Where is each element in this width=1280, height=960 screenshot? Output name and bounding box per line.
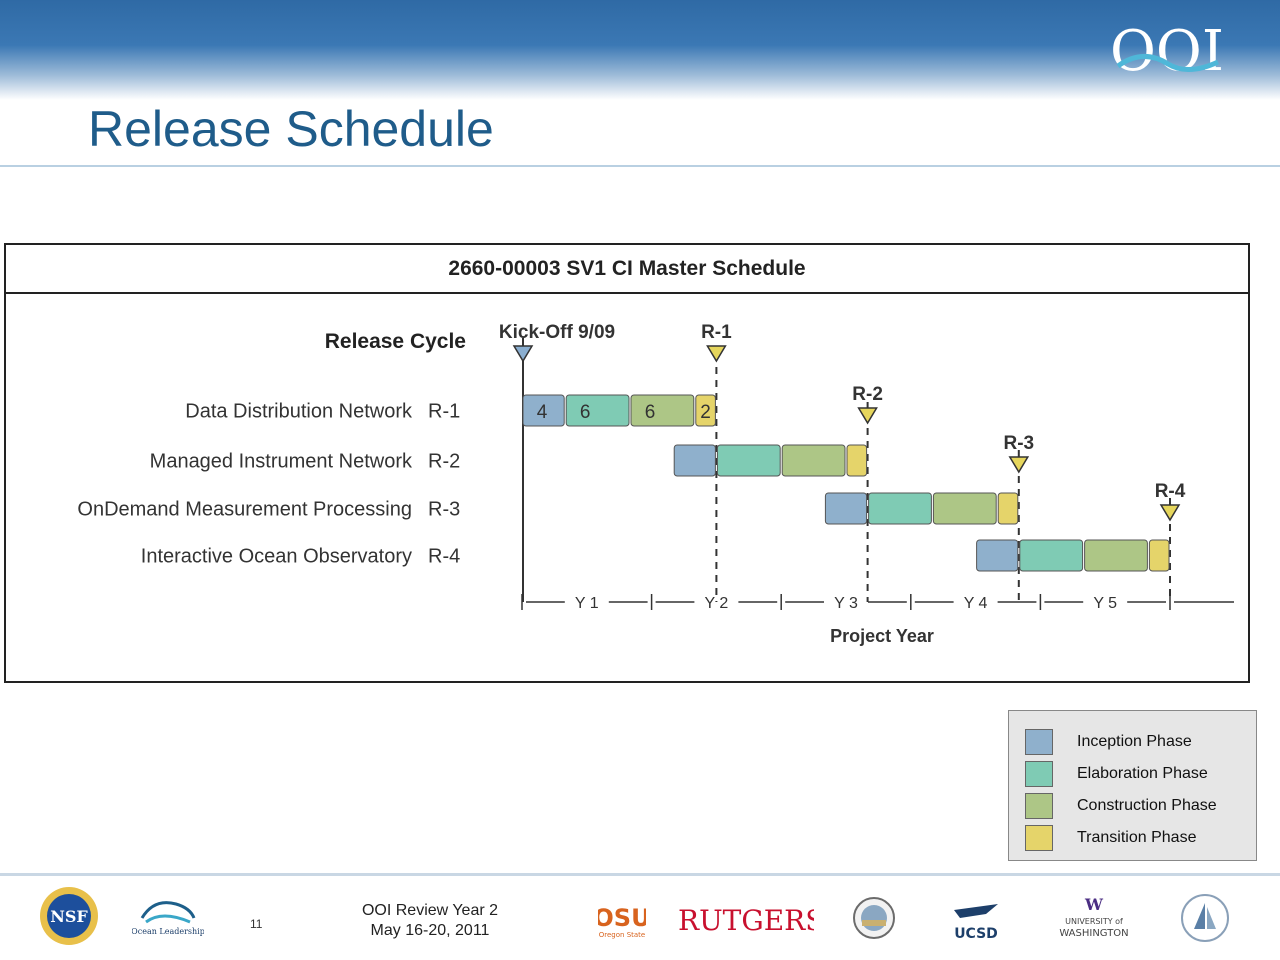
- legend-swatch-elaboration: [1025, 761, 1053, 787]
- svg-text:RUTGERS: RUTGERS: [678, 904, 814, 937]
- year-tick-label: Y 3: [834, 595, 858, 612]
- row-label: Data Distribution Network: [185, 401, 413, 423]
- legend-item-inception: Inception Phase: [1025, 729, 1255, 755]
- phase-bar: [932, 492, 997, 525]
- row-label: Managed Instrument Network: [150, 451, 413, 473]
- milestone-marker: [512, 345, 534, 363]
- svg-text:W: W: [1084, 895, 1104, 914]
- footer-line-1: OOI Review Year 2: [361, 902, 499, 919]
- phase-bar: [1019, 539, 1084, 572]
- legend-label-inception: Inception Phase: [1077, 733, 1192, 750]
- ooi-logo: OOI: [1110, 19, 1224, 84]
- legend-item-transition: Transition Phase: [1025, 825, 1255, 851]
- phase-bar-label: 6: [580, 402, 591, 423]
- phase-bar-label: 4: [537, 402, 548, 423]
- row-label: Interactive Ocean Observatory: [141, 546, 412, 568]
- phase-bar: [716, 444, 781, 477]
- legend-item-construction: Construction Phase: [1025, 793, 1255, 819]
- phase-bar: [1148, 539, 1170, 572]
- svg-text:Oregon State: Oregon State: [599, 931, 645, 939]
- legend-item-elaboration: Elaboration Phase: [1025, 761, 1255, 787]
- slide-title: Release Schedule: [88, 101, 494, 157]
- whoi-logo: [1181, 894, 1229, 942]
- seal-logo: [853, 897, 895, 939]
- footer-caption: OOI Review Year 2 May 16-20, 2011: [340, 901, 520, 941]
- milestone-label: R-2: [852, 384, 883, 405]
- row-release-label: R-2: [428, 451, 460, 473]
- phase-bar: [630, 394, 695, 427]
- row-release-label: R-4: [428, 546, 460, 568]
- milestone-marker: [857, 407, 878, 425]
- page-number: 11: [250, 917, 263, 931]
- rutgers-logo: RUTGERS: [678, 904, 814, 937]
- svg-text:NSF: NSF: [50, 907, 88, 926]
- ucsd-logo: UCSD: [954, 904, 998, 942]
- phase-bar: [1084, 539, 1148, 572]
- release-cycle-header: Release Cycle: [325, 330, 466, 353]
- year-tick-label: Y 4: [964, 595, 988, 612]
- phase-bar: [781, 444, 846, 477]
- legend-swatch-transition: [1025, 825, 1053, 851]
- milestone-label: R-4: [1155, 481, 1186, 502]
- phase-bar: [565, 394, 630, 427]
- gantt-chart: Release Cycle Data Distribution Network R-…: [77, 322, 1234, 646]
- row-release-label: R-3: [428, 499, 460, 521]
- legend-label-elaboration: Elaboration Phase: [1077, 765, 1208, 782]
- schedule-figure: 2660-00003 SV1 CI Master Schedule Releas…: [4, 243, 1250, 683]
- header-banner: [0, 0, 1280, 100]
- phase-bar: [695, 394, 716, 427]
- uw-logo: W UNIVERSITY of WASHINGTON: [1059, 895, 1128, 939]
- legend-swatch-inception: [1025, 729, 1053, 755]
- milestone-marker: [706, 345, 727, 363]
- svg-text:WASHINGTON: WASHINGTON: [1059, 928, 1128, 939]
- phase-bar: [846, 444, 868, 477]
- schedule-title: 2660-00003 SV1 CI Master Schedule: [6, 245, 1248, 294]
- phase-bar: [824, 492, 868, 525]
- title-divider: [0, 165, 1280, 167]
- svg-text:OSU: OSU: [598, 904, 646, 932]
- milestone-label: R-1: [701, 322, 732, 343]
- milestone-label: R-3: [1003, 433, 1034, 454]
- phase-bar-label: 6: [645, 402, 656, 423]
- phase-bar: [673, 444, 716, 477]
- phase-bar: [522, 394, 565, 427]
- footer-line-2: May 16-20, 2011: [370, 922, 490, 939]
- phase-bar: [976, 539, 1019, 572]
- row-release-label: R-1: [428, 401, 460, 423]
- legend-label-transition: Transition Phase: [1077, 829, 1197, 846]
- ocean-leadership-logo: Ocean Leadership: [132, 901, 204, 936]
- phase-bar-label: 2: [700, 402, 711, 423]
- year-tick-label: Y 2: [705, 595, 729, 612]
- x-axis-label: Project Year: [830, 626, 934, 646]
- milestone-label: Kick-Off 9/09: [499, 322, 615, 343]
- nsf-logo: NSF: [40, 887, 98, 945]
- svg-text:UCSD: UCSD: [954, 926, 998, 942]
- year-tick-label: Y 5: [1093, 595, 1117, 612]
- footer-divider: [0, 873, 1280, 876]
- milestone-marker: [1008, 456, 1030, 474]
- phase-bar: [997, 492, 1019, 525]
- row-label: OnDemand Measurement Processing: [77, 499, 412, 521]
- ooi-logo-text: OOI: [1110, 19, 1224, 84]
- svg-text:Ocean Leadership: Ocean Leadership: [132, 927, 204, 936]
- osu-logo: OSU Oregon State: [598, 904, 646, 939]
- phase-bar: [868, 492, 932, 525]
- milestone-marker: [1159, 504, 1181, 522]
- phase-legend: Inception Phase Elaboration Phase Constr…: [1008, 710, 1257, 861]
- legend-swatch-construction: [1025, 793, 1053, 819]
- svg-text:UNIVERSITY of: UNIVERSITY of: [1065, 917, 1123, 926]
- year-tick-label: Y 1: [575, 595, 599, 612]
- legend-label-construction: Construction Phase: [1077, 797, 1217, 814]
